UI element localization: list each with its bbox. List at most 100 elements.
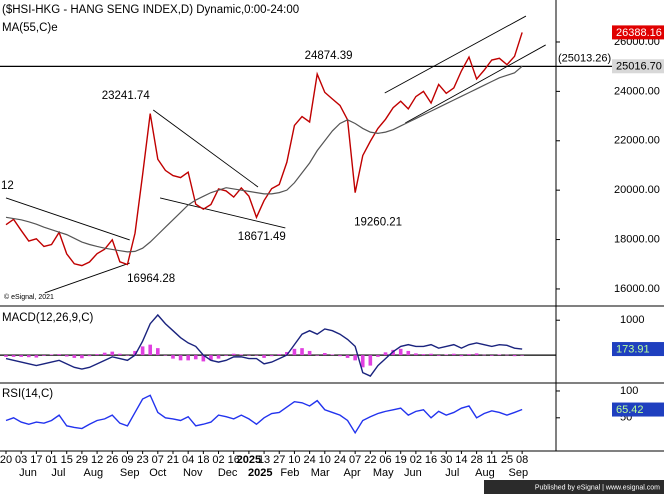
histogram-bar <box>49 354 54 356</box>
last-value-label: 65.42 <box>616 404 644 416</box>
x-tick-label: 24 <box>334 454 346 466</box>
x-tick-label: 07 <box>152 454 164 466</box>
x-tick-label: 15 <box>61 454 73 466</box>
ma-line <box>5 65 523 253</box>
x-tick-label: 14 <box>455 454 467 466</box>
last-value-box <box>612 342 664 357</box>
histogram-bar <box>19 355 23 357</box>
series-line <box>5 32 523 267</box>
x-tick-label: 06 <box>379 454 391 466</box>
histogram-bar <box>231 353 236 356</box>
histogram-bar <box>209 355 213 361</box>
x-tick-label: 02 <box>410 454 422 466</box>
histogram-bar <box>216 355 221 359</box>
last-value-box <box>612 59 664 74</box>
histogram-bar <box>254 355 259 356</box>
last-value-label: 173.91 <box>616 343 650 355</box>
y-tick-label: 18000.00 <box>614 233 660 245</box>
month-label: Jun <box>19 467 37 479</box>
histogram-bar <box>239 354 244 356</box>
last-value-label: 25016.70 <box>616 61 662 73</box>
month-label: Jul <box>445 467 459 479</box>
histogram-bar <box>353 355 357 361</box>
histogram-bar <box>376 355 380 357</box>
histogram-bar <box>156 348 160 356</box>
histogram-bar <box>520 355 524 356</box>
month-label: Dec <box>218 467 238 479</box>
annotation: 16964.28 <box>127 273 175 285</box>
month-label: 2025 <box>248 467 272 479</box>
macd-panel: 1000 MACD(12,26,9,C) 173.91 <box>0 312 664 377</box>
series-line <box>5 313 523 377</box>
annotation: 19260.21 <box>354 216 402 228</box>
month-label: May <box>373 467 394 479</box>
histogram-bar <box>421 354 426 356</box>
x-tick-label: 16 <box>425 454 437 466</box>
histogram-bar <box>467 354 471 356</box>
panel-title: MACD(12,26,9,C) <box>2 312 94 324</box>
series-line <box>5 394 523 435</box>
histogram-bar <box>512 355 517 357</box>
histogram-bar <box>406 350 411 356</box>
footer-box <box>484 480 664 494</box>
x-tick-label: 25 <box>501 454 513 466</box>
month-label: Aug <box>83 467 103 479</box>
month-label: Nov <box>183 467 203 479</box>
histogram-bar <box>186 355 190 361</box>
y-tick-label: 16000.00 <box>614 283 660 295</box>
x-tick-label: 20 <box>0 454 12 466</box>
x-tick-label: 13 <box>258 454 270 466</box>
histogram-bar <box>300 348 304 356</box>
histogram-bar <box>368 355 373 366</box>
histogram-bar <box>224 355 228 356</box>
x-tick-label: 23 <box>136 454 148 466</box>
histogram-bar <box>42 355 46 356</box>
month-label: Jun <box>404 467 422 479</box>
annotation: 24874.39 <box>305 50 353 62</box>
histogram-bar <box>505 354 509 356</box>
y-tick-label: 100 <box>620 385 638 397</box>
x-tick-label: 16 <box>228 454 240 466</box>
histogram-bar <box>125 355 130 356</box>
histogram-bar <box>338 355 342 357</box>
histogram-bar <box>269 355 274 357</box>
trendline <box>5 197 130 241</box>
histogram-bar <box>436 355 441 356</box>
x-tick-label: 01 <box>45 454 57 466</box>
x-tick-label: 11 <box>486 454 497 466</box>
x-tick-label: 10 <box>319 454 331 466</box>
histogram-bar <box>34 355 39 358</box>
month-label: Feb <box>280 467 299 479</box>
histogram-bar <box>398 348 403 356</box>
histogram-bar <box>95 354 99 356</box>
histogram-bar <box>171 355 175 359</box>
histogram-bar <box>57 354 61 356</box>
x-tick-label: 24 <box>303 454 315 466</box>
trendline <box>159 197 286 229</box>
price-panel: 16000.00 18000.00 20000.00 22000.00 24000.00… <box>0 4 664 301</box>
histogram-bar <box>285 351 289 356</box>
x-tick-label: 22 <box>364 454 376 466</box>
last-value-box <box>612 25 664 40</box>
histogram-bar <box>193 355 198 360</box>
x-tick-label: 30 <box>440 454 452 466</box>
last-value-box <box>612 402 664 417</box>
histogram-bar <box>87 355 92 357</box>
panel-title: ($HSI-HKG - HANG SENG INDEX,D) Dynamic,0… <box>2 4 299 16</box>
trendline <box>405 44 546 124</box>
histogram-bar <box>110 351 115 356</box>
x-tick-label: 17 <box>30 454 42 466</box>
annotation: 23241.74 <box>102 90 151 102</box>
histogram-bar <box>315 355 320 356</box>
month-label: Mar <box>311 467 330 479</box>
y-tick-label: 22000.00 <box>614 135 660 147</box>
histogram-bar <box>178 355 183 361</box>
histogram-bar <box>201 355 206 362</box>
histogram-bar <box>322 353 327 356</box>
month-label: Aug <box>475 467 495 479</box>
histogram-bar <box>383 352 388 356</box>
